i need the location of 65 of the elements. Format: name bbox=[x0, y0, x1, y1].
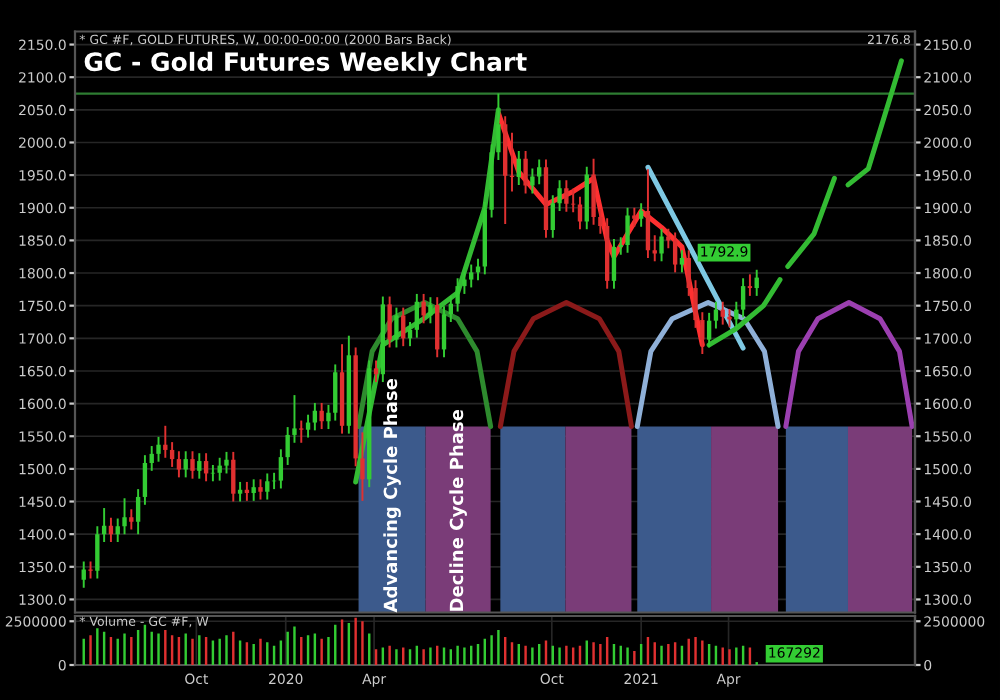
candlestick bbox=[659, 227, 664, 263]
candlestick bbox=[387, 295, 392, 349]
candlestick bbox=[373, 359, 379, 384]
candlestick bbox=[305, 413, 311, 439]
candlestick bbox=[401, 306, 406, 348]
candlestick bbox=[135, 488, 141, 536]
candlestick bbox=[523, 149, 528, 195]
candlestick bbox=[312, 401, 318, 432]
line-series bbox=[497, 299, 634, 429]
candlestick bbox=[149, 445, 154, 472]
band-label: Advancing Cycle Phase bbox=[383, 379, 401, 613]
candlestick bbox=[577, 195, 583, 231]
candlestick bbox=[672, 231, 678, 274]
candlestick bbox=[720, 300, 725, 326]
candlestick bbox=[81, 560, 86, 589]
candlestick bbox=[645, 168, 651, 259]
candlestick bbox=[176, 450, 182, 479]
candlestick bbox=[169, 441, 175, 468]
candlestick bbox=[237, 480, 243, 503]
candlestick bbox=[611, 238, 617, 290]
candlestick bbox=[638, 202, 644, 228]
band-label: Decline Cycle Phase bbox=[449, 409, 467, 611]
candlestick bbox=[115, 517, 120, 543]
candlestick bbox=[258, 478, 263, 501]
candlestick bbox=[679, 249, 685, 274]
candlestick bbox=[740, 277, 746, 319]
candlestick bbox=[435, 296, 440, 359]
candlestick bbox=[706, 311, 712, 349]
candlestick bbox=[251, 478, 256, 502]
candlestick bbox=[319, 401, 324, 431]
candlestick bbox=[537, 158, 542, 186]
candlestick bbox=[394, 306, 399, 349]
candlestick bbox=[231, 450, 236, 503]
candlestick bbox=[428, 296, 433, 325]
candlestick bbox=[591, 157, 596, 226]
line-series bbox=[783, 299, 915, 429]
candlestick bbox=[421, 292, 426, 325]
candlestick bbox=[713, 300, 719, 330]
text: GC - Gold Futures Weekly Chart bbox=[84, 51, 527, 77]
candlestick bbox=[265, 472, 270, 501]
candlestick bbox=[414, 292, 420, 339]
candlestick bbox=[183, 450, 188, 479]
candlestick bbox=[190, 450, 195, 480]
candlestick bbox=[530, 167, 535, 195]
candlestick bbox=[550, 194, 555, 239]
candlestick bbox=[197, 452, 202, 480]
candlestick bbox=[217, 456, 222, 482]
candlestick bbox=[516, 149, 521, 186]
candlestick bbox=[156, 435, 161, 463]
candlestick bbox=[122, 497, 127, 536]
candlestick bbox=[632, 206, 637, 228]
candlestick bbox=[88, 560, 93, 580]
line-series bbox=[634, 299, 781, 429]
candlestick bbox=[333, 363, 338, 422]
candlestick bbox=[129, 508, 134, 531]
candlestick bbox=[441, 305, 447, 359]
candlestick bbox=[625, 206, 630, 254]
candlestick bbox=[584, 165, 589, 231]
candlestick bbox=[564, 179, 569, 213]
line-series bbox=[706, 277, 783, 348]
candlestick bbox=[727, 307, 732, 329]
candlestick bbox=[224, 450, 229, 475]
candlestick bbox=[142, 454, 148, 506]
candlestick bbox=[469, 263, 474, 289]
candlestick bbox=[299, 419, 304, 444]
